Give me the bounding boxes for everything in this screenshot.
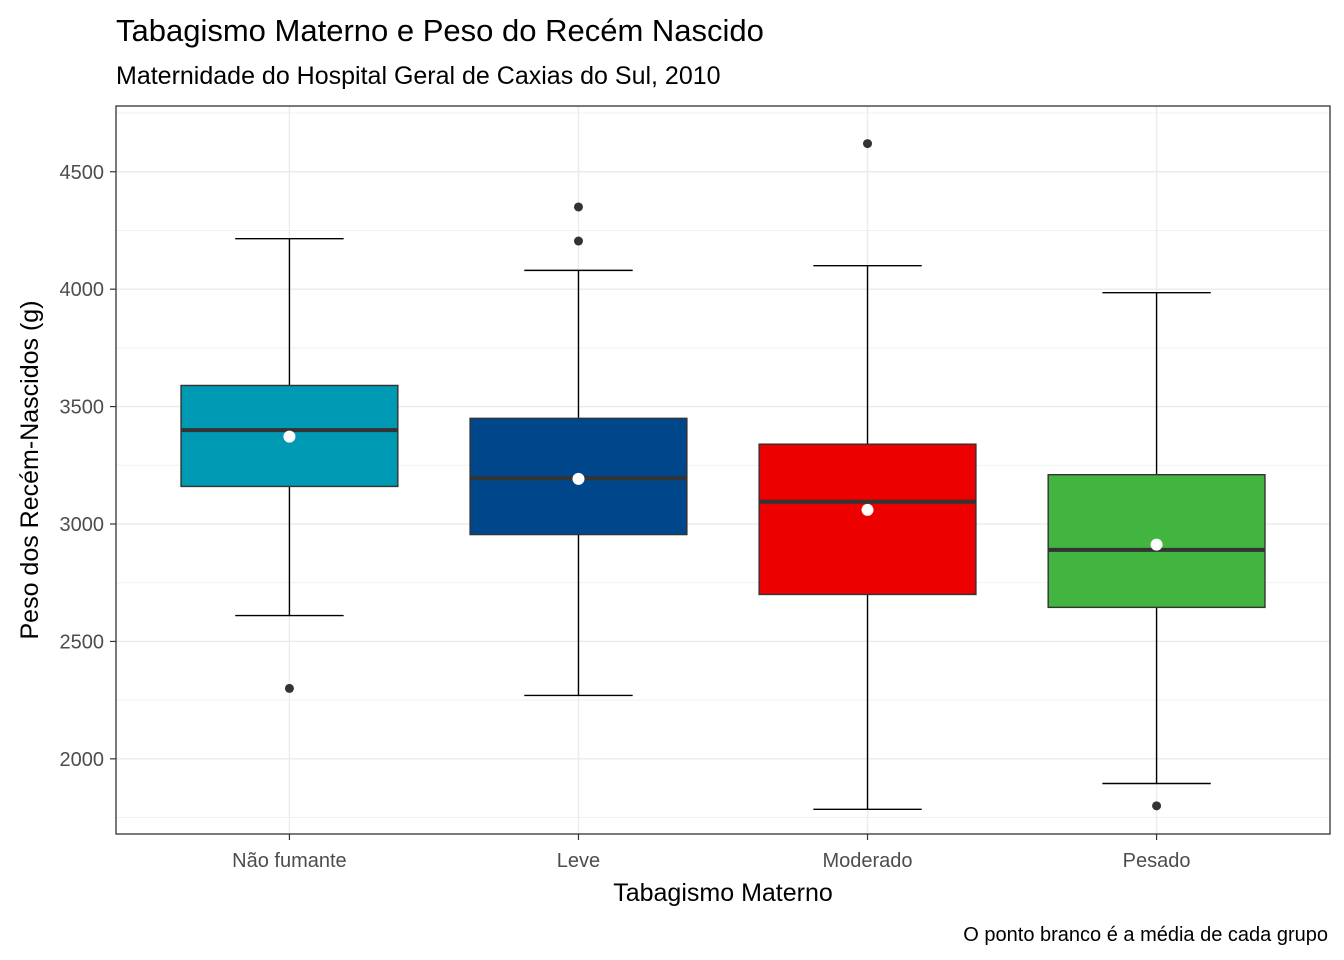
mean-point [861, 503, 874, 516]
chart-subtitle: Maternidade do Hospital Geral de Caxias … [116, 62, 721, 90]
x-axis-title: Tabagismo Materno [613, 879, 833, 907]
x-tick-label: Não fumante [232, 850, 347, 872]
y-tick-label: 4500 [60, 162, 105, 184]
y-tick-label: 4000 [60, 279, 105, 301]
box-layer [180, 139, 1266, 811]
mean-point [1150, 538, 1163, 551]
box-iqr [758, 443, 977, 596]
y-axis-title: Peso dos Recém-Nascidos (g) [16, 300, 44, 639]
outlier-point [573, 202, 583, 212]
x-tick-label: Pesado [1123, 850, 1191, 872]
x-tick-label: Leve [557, 850, 600, 872]
panel-border [115, 105, 1331, 835]
mean-point [283, 430, 296, 443]
chart-title: Tabagismo Materno e Peso do Recém Nascid… [116, 13, 764, 48]
chart-caption: O ponto branco é a média de cada grupo [963, 924, 1328, 946]
box-group [758, 139, 977, 811]
box-group [469, 202, 688, 697]
y-tick-label: 2000 [60, 749, 105, 771]
outlier-point [573, 236, 583, 246]
mean-point [572, 472, 585, 485]
box-group [180, 237, 399, 693]
box-group [1047, 291, 1266, 811]
outlier-point [863, 139, 873, 149]
outlier-point [284, 683, 294, 693]
x-tick-label: Moderado [822, 850, 912, 872]
y-axis: 2000 2500 3000 3500 4000 4500 [60, 162, 116, 771]
outlier-point [1152, 801, 1162, 811]
y-tick-label: 2500 [60, 631, 105, 653]
x-axis: Não fumante Leve Moderado Pesado [232, 834, 1190, 872]
y-tick-label: 3500 [60, 397, 105, 419]
y-tick-label: 3000 [60, 514, 105, 536]
